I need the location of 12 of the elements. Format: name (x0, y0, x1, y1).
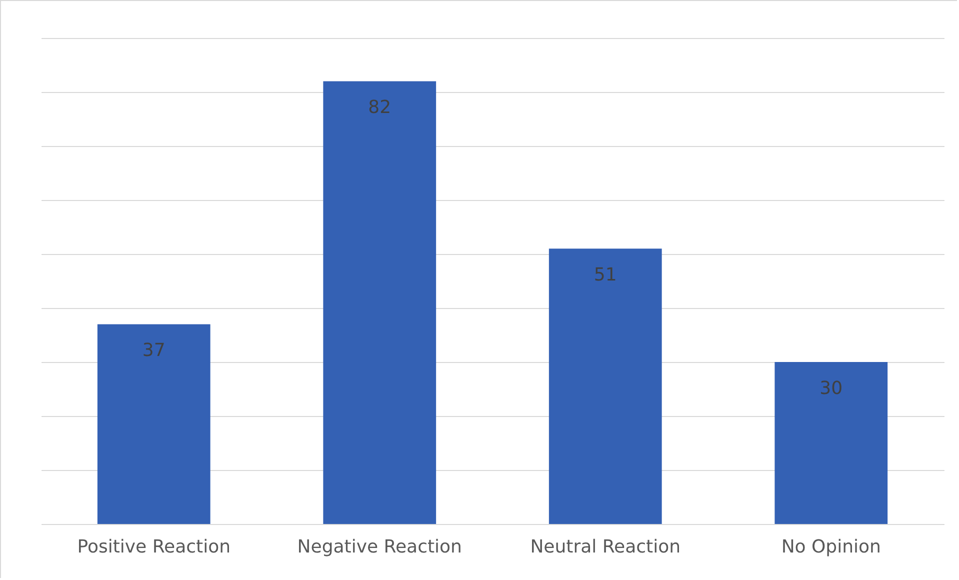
data-label: 82 (368, 97, 392, 118)
x-tick-label: Negative Reaction (297, 536, 462, 558)
bar (774, 362, 888, 524)
bar (548, 248, 662, 524)
x-tick-label: Positive Reaction (77, 536, 231, 558)
data-label: 51 (594, 264, 617, 286)
x-tick-label: Neutral Reaction (530, 536, 681, 558)
data-label: 37 (142, 340, 166, 362)
bar (97, 324, 210, 524)
x-tick-label: No Opinion (781, 536, 881, 558)
data-label: 30 (820, 378, 843, 399)
bar (323, 81, 436, 524)
